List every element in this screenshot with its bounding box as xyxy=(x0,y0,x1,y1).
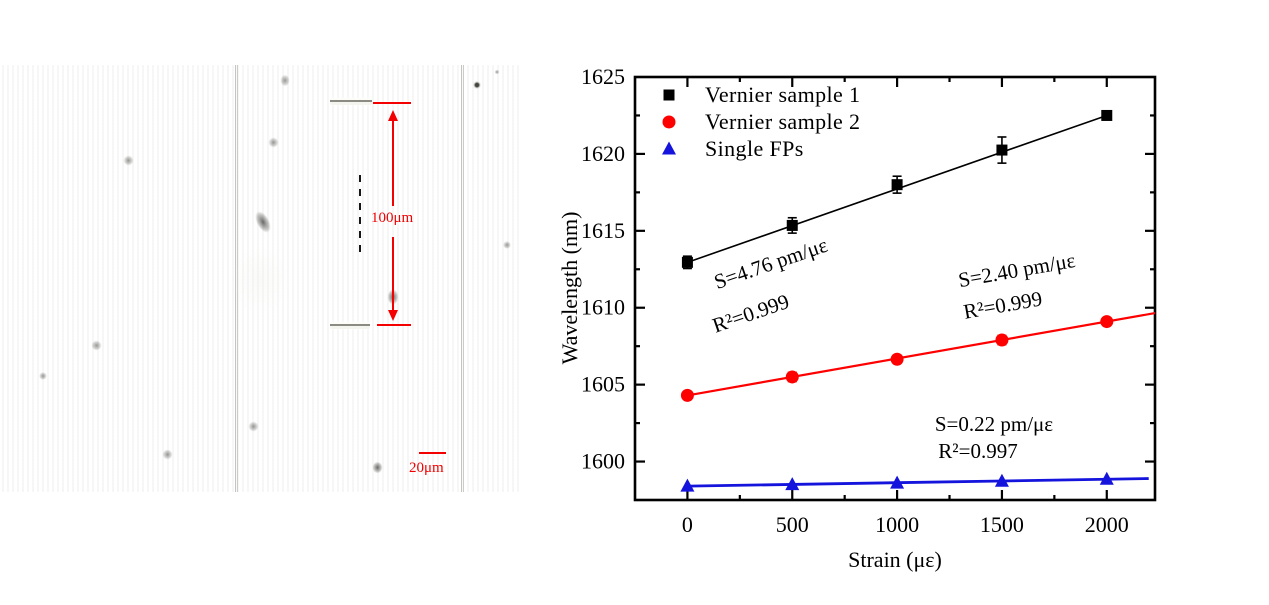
microscope-image-panel: 100μm 20μm xyxy=(2,65,522,492)
dark-defect-blob xyxy=(248,205,278,239)
legend-item-vernier-sample-2: Vernier sample 2 xyxy=(662,109,860,134)
scale-bar-line xyxy=(419,452,446,454)
annotation-r2-series3: R²=0.997 xyxy=(938,439,1017,463)
measure-reference-line-top xyxy=(373,102,411,104)
dust-spot xyxy=(247,420,260,433)
cavity-length-label: 100μm xyxy=(371,210,414,226)
svg-text:1620: 1620 xyxy=(581,141,625,166)
y-axis-label: Wavelength (nm) xyxy=(557,212,582,365)
chart-frame xyxy=(633,75,1157,502)
axis-tick-labels: 0 500 1000 1500 2000 1600 1605 1610 1615 1620 1625 xyxy=(581,64,1129,537)
dust-dot xyxy=(473,81,481,89)
svg-text:500: 500 xyxy=(776,512,809,537)
scale-bar-label: 20μm xyxy=(409,460,444,476)
svg-text:Single FPs: Single FPs xyxy=(705,136,804,161)
series-vernier-sample-2 xyxy=(680,311,1156,402)
fiber-edge-line-right xyxy=(461,65,464,492)
axis-ticks xyxy=(635,77,1155,500)
svg-text:Vernier sample 2: Vernier sample 2 xyxy=(705,109,860,134)
x-axis-label: Strain (με) xyxy=(848,547,942,572)
annotation-r2-series2: R²=0.999 xyxy=(962,286,1044,323)
plot-area xyxy=(680,109,1156,492)
light-patch xyxy=(220,235,300,325)
svg-text:1500: 1500 xyxy=(980,512,1024,537)
annotation-slope-series1: S=4.76 pm/με xyxy=(711,233,831,294)
annotation-slope-series3: S=0.22 pm/με xyxy=(935,412,1053,436)
measure-reference-line-bottom xyxy=(377,324,411,326)
annotation-slope-series2: S=2.40 pm/με xyxy=(956,248,1077,292)
legend-item-vernier-sample-1: Vernier sample 1 xyxy=(663,82,860,107)
series-vernier-sample-1 xyxy=(681,109,1113,270)
svg-text:1625: 1625 xyxy=(581,64,625,89)
svg-text:0: 0 xyxy=(682,512,693,537)
svg-text:1615: 1615 xyxy=(581,218,625,243)
arrowhead-up-icon xyxy=(388,110,398,121)
strain-wavelength-chart: Strain (με) Wavelength (nm) 0 500 1000 1500… xyxy=(557,64,1157,572)
dust-spot xyxy=(502,240,512,250)
fiber-edge-line-left xyxy=(235,65,238,492)
cavity-length-arrow-upper xyxy=(392,120,394,206)
annotation-r2-series1: R²=0.999 xyxy=(709,289,792,338)
fp-mirror-mark-top xyxy=(330,98,372,105)
dust-spot xyxy=(122,154,135,167)
series-single-fps xyxy=(680,471,1149,492)
legend-item-single-fps: Single FPs xyxy=(662,136,804,161)
cavity-length-arrow-lower xyxy=(392,237,394,311)
dashed-reference-line xyxy=(359,175,361,254)
svg-text:1600: 1600 xyxy=(581,449,625,474)
fp-mirror-mark-bottom xyxy=(330,322,370,329)
dust-spot xyxy=(371,460,384,475)
dust-spot xyxy=(161,448,174,461)
dust-spot xyxy=(38,371,48,381)
dust-spot xyxy=(267,136,280,149)
dust-spot xyxy=(279,73,291,88)
svg-text:2000: 2000 xyxy=(1085,512,1129,537)
dust-spot xyxy=(494,69,500,75)
svg-text:1610: 1610 xyxy=(581,295,625,320)
svg-text:Vernier sample 1: Vernier sample 1 xyxy=(705,82,860,107)
dust-spot xyxy=(90,339,103,352)
svg-text:1605: 1605 xyxy=(581,372,625,397)
svg-text:1000: 1000 xyxy=(875,512,919,537)
arrowhead-down-icon xyxy=(388,310,398,321)
